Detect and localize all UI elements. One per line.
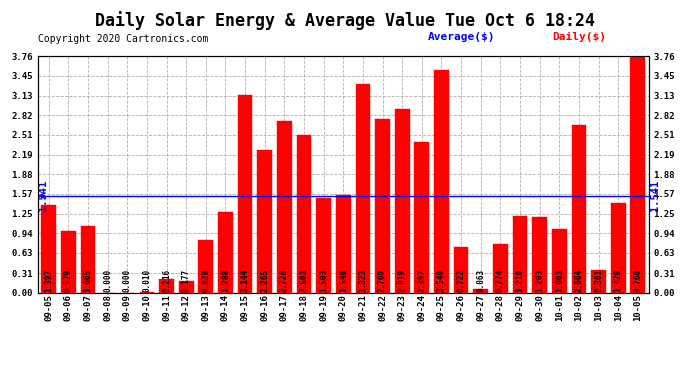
Bar	[415, 142, 429, 292]
Text: 0.000: 0.000	[103, 269, 112, 292]
Bar	[513, 216, 527, 292]
Bar	[434, 70, 448, 292]
Text: 1.548: 1.548	[339, 269, 348, 292]
Text: 0.000: 0.000	[123, 269, 132, 292]
Text: 1.541: 1.541	[650, 180, 660, 211]
Text: 2.265: 2.265	[260, 269, 269, 292]
Bar	[277, 121, 292, 292]
Text: 2.397: 2.397	[417, 269, 426, 292]
Bar	[355, 84, 371, 292]
Bar	[395, 109, 410, 292]
Bar	[375, 118, 390, 292]
Text: 0.216: 0.216	[162, 269, 171, 292]
Text: 0.722: 0.722	[457, 269, 466, 292]
Bar	[159, 279, 174, 292]
Bar	[336, 195, 351, 292]
Text: 1.503: 1.503	[319, 269, 328, 292]
Bar	[199, 240, 213, 292]
Bar	[473, 288, 488, 292]
Text: 0.979: 0.979	[64, 269, 73, 292]
Text: 0.063: 0.063	[476, 269, 485, 292]
Text: 1.065: 1.065	[83, 269, 92, 292]
Bar	[571, 125, 586, 292]
Bar	[257, 150, 272, 292]
Bar	[532, 217, 547, 292]
Text: 1.420: 1.420	[613, 269, 622, 292]
Text: 2.503: 2.503	[299, 269, 308, 292]
Bar	[631, 56, 645, 292]
Text: Copyright 2020 Cartronics.com: Copyright 2020 Cartronics.com	[38, 34, 208, 44]
Text: Daily Solar Energy & Average Value Tue Oct 6 18:24: Daily Solar Energy & Average Value Tue O…	[95, 11, 595, 30]
Bar	[179, 281, 194, 292]
Text: 3.144: 3.144	[241, 269, 250, 292]
Bar	[41, 205, 56, 292]
Text: 3.760: 3.760	[633, 269, 642, 292]
Text: 0.361: 0.361	[594, 269, 603, 292]
Text: 1.397: 1.397	[44, 269, 53, 292]
Text: 3.323: 3.323	[358, 269, 367, 292]
Text: 2.664: 2.664	[574, 269, 584, 292]
Text: 2.919: 2.919	[397, 269, 406, 292]
Bar	[611, 203, 626, 292]
Bar	[552, 230, 566, 292]
Bar	[218, 211, 233, 292]
Text: 0.828: 0.828	[201, 269, 210, 292]
Text: Average($): Average($)	[428, 32, 495, 42]
Bar	[493, 244, 508, 292]
Text: 2.769: 2.769	[378, 269, 387, 292]
Text: 0.010: 0.010	[142, 269, 151, 292]
Bar	[454, 247, 469, 292]
Text: 3.540: 3.540	[437, 269, 446, 292]
Text: Daily($): Daily($)	[552, 32, 606, 42]
Bar	[238, 95, 253, 292]
Text: 2.726: 2.726	[280, 269, 289, 292]
Text: 1.210: 1.210	[515, 269, 524, 292]
Bar	[591, 270, 606, 292]
Bar	[316, 198, 331, 292]
Text: 0.774: 0.774	[496, 269, 505, 292]
Bar	[81, 226, 95, 292]
Text: 0.177: 0.177	[181, 269, 190, 292]
Bar	[297, 135, 311, 292]
Text: 1.541: 1.541	[38, 180, 48, 211]
Text: 1.203: 1.203	[535, 269, 544, 292]
Text: 1.003: 1.003	[555, 269, 564, 292]
Bar	[61, 231, 76, 292]
Text: 1.288: 1.288	[221, 269, 230, 292]
